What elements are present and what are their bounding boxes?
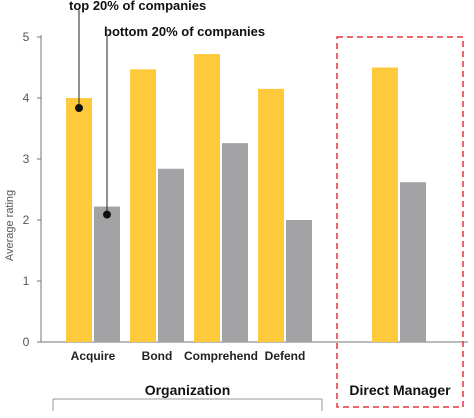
bar-bottom20-direct-manager [400,182,426,342]
y-tick-label: 0 [23,335,30,349]
annotation-top20: top 20% of companies [69,0,206,13]
annotation-bottom20: bottom 20% of companies [104,24,265,39]
category-label: Comprehend [184,349,258,363]
annotations: top 20% of companies bottom 20% of compan… [69,0,265,219]
groups: Organization Direct Manager [52,36,464,411]
bar-top20-comprehend [194,54,220,342]
category-label: Bond [142,349,173,363]
bar-bottom20-bond [158,168,184,342]
bar-bottom20-comprehend [222,143,248,342]
bar-top20-acquire [66,98,92,342]
labels: Acquire Bond Comprehend Defend [71,349,306,363]
category-label: Defend [265,349,306,363]
direct-manager-highlight-box [336,36,464,408]
y-tick-label: 5 [23,30,30,44]
y-tick-label: 3 [23,152,30,166]
annotation-dot-bottom20 [103,210,111,219]
annotation-dot-top20 [75,104,83,112]
category-label: Acquire [71,349,116,363]
bar-top20-bond [130,69,156,342]
bars [66,54,426,342]
group-label-direct-manager: Direct Manager [349,382,451,398]
bar-bottom20-acquire [94,206,120,342]
bar-top20-defend [258,88,284,342]
bar-bottom20-defend [286,220,312,342]
y-axis-title: Average rating [4,190,16,261]
y-tick-label: 2 [23,213,30,227]
group-label-organization: Organization [145,382,231,398]
y-tick-label: 1 [23,274,30,288]
bar-top20-direct-manager [372,67,398,342]
y-tick-label: 4 [23,91,30,105]
